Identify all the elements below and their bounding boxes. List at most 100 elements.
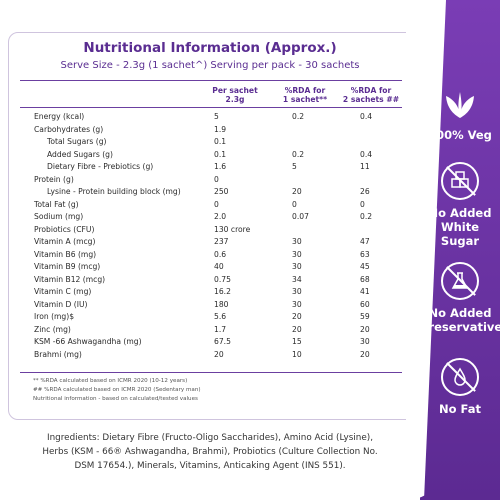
rda-2-value: 30: [360, 337, 370, 346]
table-row: Vitamin B9 (mcg) 40 30 45: [34, 262, 404, 274]
column-header-per-sachet: Per sachet 2.3g: [205, 86, 265, 104]
rda-2-value: 41: [360, 287, 370, 296]
table-row: Zinc (mg) 1.7 20 20: [34, 325, 404, 337]
nutrient-name: Brahmi (mg): [34, 349, 82, 359]
per-sachet-value: 0: [214, 199, 219, 209]
per-sachet-value: 16.2: [214, 287, 231, 296]
rda-2-value: 59: [360, 312, 370, 321]
rda-1-value: 30: [292, 299, 302, 309]
ingredients-line: DSM 17654.), Minerals, Vitamins, Anticak…: [74, 461, 346, 471]
nutrient-name: Total Sugars (g): [47, 137, 107, 146]
column-header-line: %RDA for: [284, 86, 326, 95]
nutrient-name: Energy (kcal): [34, 112, 85, 121]
rda-1-value: 34: [292, 274, 302, 284]
table-row: Dietary Fibre - Prebiotics (g) 1.6 5 11: [34, 162, 404, 174]
table-row: Probiotics (CFU) 130 crore: [34, 225, 404, 237]
per-sachet-value: 0.1: [214, 137, 227, 146]
badge-label: 100% Veg: [428, 128, 492, 142]
per-sachet-value: 0: [214, 174, 219, 184]
per-sachet-value: 0.6: [214, 249, 227, 259]
nutrient-name: Vitamin A (mcg): [34, 237, 96, 246]
nutrient-name: KSM -66 Ashwagandha (mg): [34, 337, 142, 346]
per-sachet-value: 237: [214, 237, 229, 246]
rda-1-value: 20: [292, 312, 302, 321]
table-row: Vitamin C (mg) 16.2 30 41: [34, 287, 404, 299]
rda-2-value: 60: [360, 299, 370, 309]
ingredients-text: Ingredients: Dietary Fibre (Fructo-Oligo…: [10, 431, 410, 473]
footnote: ** %RDA calculated based on ICMR 2020 (1…: [33, 378, 188, 384]
table-row: Protein (g) 0: [34, 175, 404, 187]
per-sachet-value: 1.7: [214, 324, 227, 334]
leaf-icon: [440, 88, 480, 122]
rda-2-value: 0.4: [360, 112, 373, 121]
nutrient-name: Sodium (mg): [34, 212, 84, 221]
badge-no-sugar: No Added White Sugar: [420, 162, 500, 248]
per-sachet-value: 67.5: [214, 337, 231, 346]
badge-label: White Sugar: [440, 220, 480, 248]
nutrient-name: Dietary Fibre - Prebiotics (g): [47, 162, 154, 171]
page-title: Nutritional Information (Approx.): [83, 40, 337, 56]
rda-2-value: 11: [360, 162, 370, 171]
table-bottom-divider: [20, 372, 402, 373]
nutrient-name: Protein (g): [34, 174, 74, 184]
sugar-cube-icon: [441, 162, 479, 200]
nutrient-name: Carbohydrates (g): [34, 124, 104, 134]
table-row: Vitamin A (mcg) 237 30 47: [34, 237, 404, 249]
column-header-line: Per sachet: [212, 86, 258, 95]
rda-1-value: 30: [292, 287, 302, 296]
table-row: Vitamin B6 (mg) 0.6 30 63: [34, 250, 404, 262]
footnote: ## %RDA calculated based on ICMR 2020 (S…: [33, 387, 201, 393]
rda-2-value: 0.2: [360, 212, 373, 221]
badge-veg: 100% Veg: [420, 88, 500, 142]
badge-label: No Fat: [439, 402, 481, 416]
rda-2-value: 0: [360, 199, 365, 209]
footnote: Nutritional information - based on calcu…: [33, 396, 198, 402]
rda-2-value: 47: [360, 237, 370, 246]
rda-1-value: 30: [292, 237, 302, 246]
rda-1-value: 15: [292, 337, 302, 346]
table-row: Total Fat (g) 0 0 0: [34, 200, 404, 212]
rda-1-value: 5: [292, 162, 297, 171]
column-header-line: 1 sachet**: [282, 95, 328, 104]
nutrient-name: Total Fat (g): [34, 199, 79, 209]
column-header-rda-1: %RDA for 1 sachet**: [270, 86, 340, 104]
per-sachet-value: 0.75: [214, 274, 231, 284]
table-row: Total Sugars (g) 0.1: [34, 137, 404, 149]
rda-2-value: 0.4: [360, 149, 373, 159]
column-header-line: %RDA for: [350, 86, 392, 95]
per-sachet-value: 20: [214, 349, 224, 359]
rda-2-value: 68: [360, 274, 370, 284]
per-sachet-value: 130 crore: [214, 224, 251, 234]
rda-1-value: 30: [292, 262, 302, 271]
badge-no-preservatives: No Added Preservatives: [420, 262, 500, 334]
per-sachet-value: 2.0: [214, 212, 227, 221]
page-subtitle: Serve Size - 2.3g (1 sachet^) Serving pe…: [60, 60, 360, 71]
nutrient-name: Vitamin B6 (mg): [34, 249, 97, 259]
nutrition-card: [8, 32, 424, 420]
nutrient-name: Vitamin B12 (mcg): [34, 274, 106, 284]
per-sachet-value: 1.6: [214, 162, 227, 171]
nutrient-name: Vitamin C (mg): [34, 287, 92, 296]
drop-icon: [441, 358, 479, 396]
rda-1-value: 0: [292, 199, 297, 209]
table-row: Added Sugars (g) 0.1 0.2 0.4: [34, 150, 404, 162]
header-divider: [20, 80, 402, 81]
table-row: Brahmi (mg) 20 10 20: [34, 350, 404, 362]
nutrient-name: Added Sugars (g): [47, 149, 113, 159]
table-row: KSM -66 Ashwagandha (mg) 67.5 15 30: [34, 337, 404, 349]
rda-2-value: 20: [360, 349, 370, 359]
per-sachet-value: 5: [214, 112, 219, 121]
badge-label: Preservatives: [420, 320, 500, 334]
nutrient-name: Vitamin B9 (mcg): [34, 262, 101, 271]
per-sachet-value: 180: [214, 299, 229, 309]
rda-2-value: 26: [360, 187, 370, 196]
column-header-line: 2.3g: [225, 95, 245, 104]
table-row: Vitamin D (IU) 180 30 60: [34, 300, 404, 312]
nutrient-name: Zinc (mg): [34, 324, 71, 334]
rda-2-value: 45: [360, 262, 370, 271]
rda-1-value: 0.2: [292, 149, 305, 159]
rda-1-value: 0.07: [292, 212, 309, 221]
per-sachet-value: 250: [214, 187, 229, 196]
rda-1-value: 10: [292, 349, 302, 359]
column-header-line: 2 sachets ##: [342, 95, 400, 104]
